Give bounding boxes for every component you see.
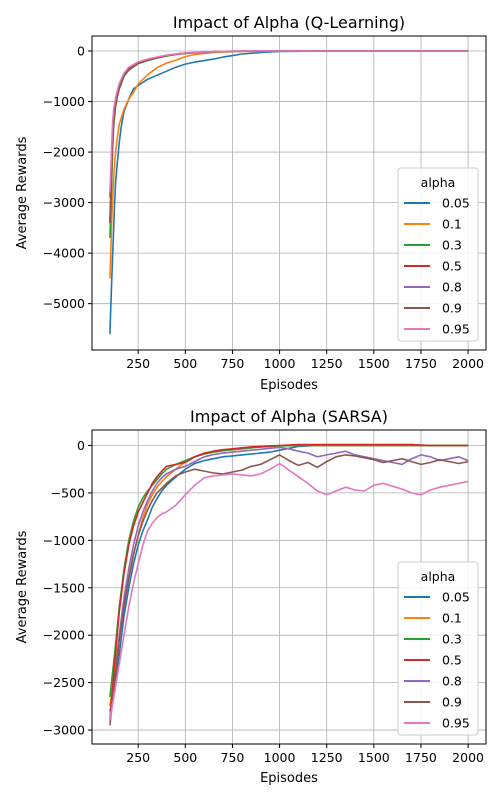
x-tick-label: 500 — [173, 356, 197, 371]
y-tick-label: −1000 — [43, 533, 85, 548]
legend-box — [397, 561, 479, 736]
x-tick-label: 750 — [221, 356, 245, 371]
y-axis-label: Average Rewards — [15, 136, 30, 249]
x-tick-label: 1250 — [311, 356, 343, 371]
x-tick-label: 1000 — [264, 356, 296, 371]
y-tick-label: −2000 — [43, 145, 85, 160]
legend: alpha 0.05 0.1 0.3 0.5 0.8 0.9 0.95 — [397, 561, 479, 736]
legend-title: alpha — [421, 569, 456, 584]
x-tick-label: 250 — [126, 750, 150, 765]
legend-label: 0.1 — [442, 611, 462, 626]
x-tick-label: 1750 — [405, 750, 437, 765]
y-tick-label: −500 — [51, 485, 85, 500]
legend-label: 0.5 — [442, 259, 462, 274]
legend-label: 0.9 — [442, 301, 462, 316]
legend-label: 0.05 — [442, 590, 470, 605]
x-axis-label: Episodes — [260, 771, 318, 786]
series-line-0-95 — [109, 462, 469, 721]
y-axis-label: Average Rewards — [15, 530, 30, 643]
x-tick-label: 2000 — [452, 356, 484, 371]
legend-label: 0.8 — [442, 674, 462, 689]
legend-label: 0.5 — [442, 653, 462, 668]
y-tick-label: −1500 — [43, 580, 85, 595]
y-tick-label: −3000 — [43, 723, 85, 738]
series-line-0-5 — [109, 443, 469, 721]
y-tick-label: 0 — [77, 438, 85, 453]
legend-label: 0.95 — [442, 322, 470, 337]
x-tick-label: 250 — [126, 356, 150, 371]
legend-label: 0.9 — [442, 695, 462, 710]
x-tick-label: 2000 — [452, 750, 484, 765]
x-tick-label: 500 — [173, 750, 197, 765]
chart-title: Impact of Alpha (Q-Learning) — [173, 13, 405, 32]
axes-frame — [91, 429, 487, 745]
y-tick-label: −3000 — [43, 195, 85, 210]
legend-title: alpha — [421, 175, 456, 190]
x-tick-label: 1500 — [358, 750, 390, 765]
x-tick-label: 1750 — [405, 356, 437, 371]
x-tick-label: 1500 — [358, 356, 390, 371]
legend-label: 0.3 — [442, 238, 462, 253]
chart-panel-2: 250 500 750 1000 1250 1500 1750 2000 0 −500 −1000 −… — [15, 407, 487, 786]
series-line-0-3 — [109, 444, 469, 697]
x-tick-label: 1000 — [264, 750, 296, 765]
legend-label: 0.1 — [442, 217, 462, 232]
y-tick-label: 0 — [77, 44, 85, 59]
y-tick-label: −2500 — [43, 675, 85, 690]
y-tick-label: −5000 — [43, 296, 85, 311]
legend-box — [397, 167, 479, 342]
y-tick-label: −4000 — [43, 246, 85, 261]
series-line-0-8 — [109, 446, 469, 721]
legend-label: 0.3 — [442, 632, 462, 647]
x-tick-label: 1250 — [311, 750, 343, 765]
legend: alpha 0.05 0.1 0.3 0.5 0.8 0.9 0.95 — [397, 167, 479, 342]
legend-label: 0.8 — [442, 280, 462, 295]
x-tick-label: 750 — [221, 750, 245, 765]
y-tick-label: −2000 — [43, 628, 85, 643]
legend-label: 0.95 — [442, 716, 470, 731]
axes-frame — [91, 35, 487, 351]
x-axis-label: Episodes — [260, 378, 318, 393]
series-line-0-95 — [109, 50, 469, 193]
legend-label: 0.05 — [442, 196, 470, 211]
chart-title: Impact of Alpha (SARSA) — [190, 407, 388, 426]
y-tick-label: −1000 — [43, 94, 85, 109]
series-line-0-9 — [109, 454, 469, 726]
chart-panel-1: 250 500 750 1000 1250 1500 1750 2000 0 −1000 −2000… — [15, 13, 487, 393]
